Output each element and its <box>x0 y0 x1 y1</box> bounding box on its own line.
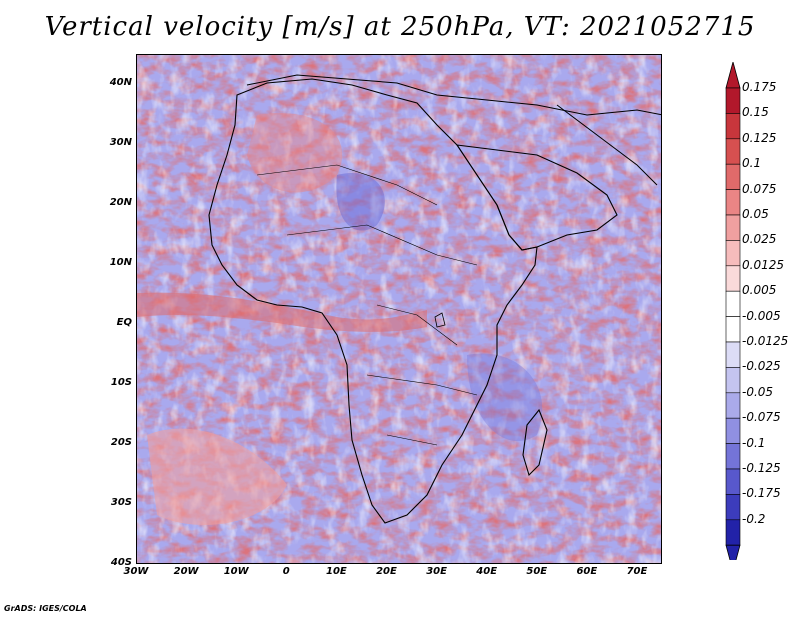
lat-tick-label: 30S <box>110 497 132 508</box>
sahara-patch <box>247 113 343 193</box>
colorbar-swatch <box>725 214 741 241</box>
lon-tick-label: 30E <box>426 566 447 577</box>
colorbar-tick-label: 0.1 <box>742 156 762 171</box>
colorbar-swatch <box>725 443 741 470</box>
itcz-band <box>137 292 427 332</box>
lat-tick-label: 40N <box>109 77 132 88</box>
asia-coast <box>556 104 658 186</box>
colorbar-tick-label: -0.175 <box>742 486 781 501</box>
colorbar-swatch <box>725 417 741 444</box>
indian-ocean-descent-patch <box>467 353 543 442</box>
colorbar-swatch <box>725 367 741 394</box>
colorbar-tick-label: -0.005 <box>742 308 781 323</box>
colorbar-swatch <box>725 392 741 419</box>
colorbar-swatch <box>725 138 741 165</box>
colorbar-tick-label: 0.0125 <box>742 257 784 272</box>
colorbar-tick-label: -0.075 <box>742 410 781 425</box>
arabia-coastline <box>455 144 618 251</box>
colorbar-swatch <box>725 265 741 292</box>
colorbar-swatch <box>725 290 741 317</box>
colorbar-tick-label: -0.025 <box>742 359 781 374</box>
lat-tick-label: 20S <box>110 437 132 448</box>
map-panel <box>136 54 662 564</box>
colorbar-tick-label: 0.125 <box>742 130 777 145</box>
colorbar-swatch <box>725 87 741 114</box>
lon-tick-label: 40E <box>476 566 498 577</box>
map-title: Vertical velocity [m/s] at 250hPa, VT: 2… <box>44 12 756 42</box>
lon-tick-label: 30W <box>123 566 149 577</box>
colorbar-swatch <box>725 341 741 368</box>
vertical-velocity-field <box>137 55 661 563</box>
mediterranean-coast <box>246 74 661 116</box>
lat-tick-label: 10N <box>109 257 132 268</box>
credit-label: GrADS: IGES/COLA <box>4 604 87 613</box>
colorbar-swatch <box>725 519 741 546</box>
lon-tick-label: 20W <box>173 566 199 577</box>
lon-tick-label: 0 <box>282 566 290 577</box>
lat-tick-label: 40S <box>110 557 132 568</box>
colorbar-tick-label: -0.125 <box>742 461 781 475</box>
lon-tick-label: 10E <box>326 566 347 577</box>
colorbar <box>725 62 741 560</box>
sw-ocean-patch <box>147 428 287 525</box>
colorbar-tick-label: 0.075 <box>742 181 777 196</box>
colorbar-min-arrow <box>725 544 741 560</box>
lon-tick-label: 60E <box>576 566 598 577</box>
lon-tick-label: 20E <box>376 566 397 577</box>
lat-tick-label: EQ <box>116 317 132 328</box>
colorbar-tick-label: -0.0125 <box>742 334 789 348</box>
colorbar-swatch <box>725 189 741 216</box>
lake-victoria <box>434 312 446 328</box>
colorbar-tick-label: 0.05 <box>742 207 769 221</box>
colorbar-tick-label: 0.15 <box>742 105 769 120</box>
colorbar-swatch <box>725 113 741 140</box>
country-borders <box>256 164 478 446</box>
madagascar-coastline <box>522 408 548 477</box>
sahel-descent-patch <box>336 173 385 231</box>
colorbar-swatch <box>725 163 741 190</box>
lon-tick-label: 50E <box>526 566 548 577</box>
lat-tick-label: 20N <box>109 197 132 208</box>
colorbar-tick-label: 0.175 <box>742 80 777 94</box>
colorbar-swatch <box>725 316 741 343</box>
lon-tick-label: 70E <box>626 566 648 577</box>
colorbar-tick-label: -0.1 <box>742 435 766 450</box>
colorbar-tick-label: -0.05 <box>742 384 774 399</box>
lat-tick-label: 10S <box>110 377 132 388</box>
colorbar-swatch <box>725 494 741 521</box>
colorbar-swatch <box>725 468 741 495</box>
colorbar-tick-label: 0.025 <box>742 232 777 247</box>
colorbar-swatch <box>725 240 741 267</box>
colorbar-max-arrow <box>725 62 741 89</box>
lon-tick-label: 10W <box>223 566 249 577</box>
lat-tick-label: 30N <box>109 137 132 148</box>
colorbar-tick-label: -0.2 <box>742 511 766 526</box>
colorbar-tick-label: 0.005 <box>742 283 777 298</box>
